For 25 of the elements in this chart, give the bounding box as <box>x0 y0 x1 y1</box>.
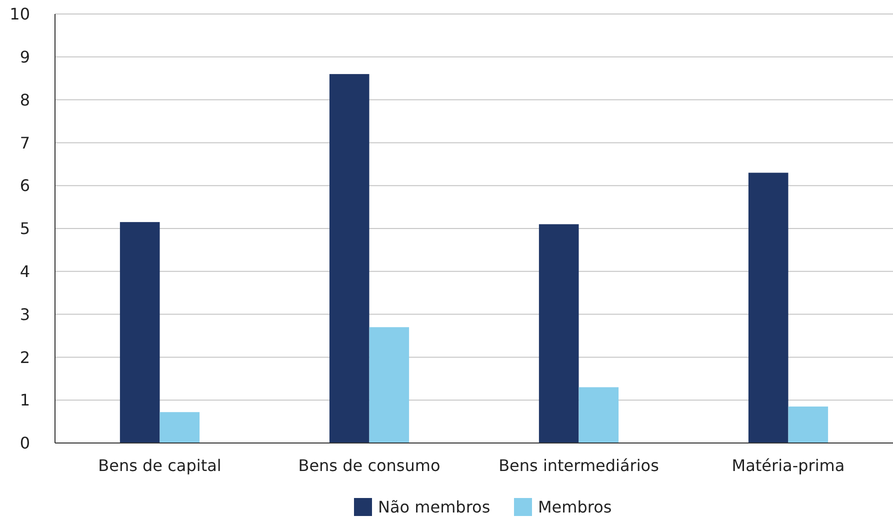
bar <box>538 224 579 443</box>
y-tick-label: 8 <box>20 90 30 110</box>
y-tick-label: 10 <box>10 4 30 24</box>
bar <box>788 406 828 443</box>
bar <box>369 327 410 443</box>
y-tick-label: 2 <box>20 348 30 367</box>
bar <box>578 387 619 443</box>
x-tick-label: Bens de consumo <box>298 456 440 475</box>
y-tick-label: 4 <box>20 262 30 281</box>
x-tick-label: Matéria-prima <box>732 456 845 475</box>
y-tick-label: 9 <box>20 48 30 66</box>
y-tick-label: 5 <box>20 219 30 238</box>
y-tick-label: 6 <box>20 176 30 196</box>
bar <box>748 172 788 443</box>
x-tick-label: Bens de capital <box>98 456 222 475</box>
y-tick-label: 3 <box>20 304 30 324</box>
bar <box>120 222 160 443</box>
y-tick-label: 0 <box>20 434 30 453</box>
y-tick-label: 1 <box>20 390 30 410</box>
legend-label: Não membros <box>378 498 490 517</box>
bar <box>329 74 370 443</box>
legend-label: Membros <box>538 498 612 517</box>
y-tick-label: 7 <box>20 133 30 152</box>
bar <box>160 412 200 443</box>
x-tick-label: Bens intermediários <box>498 456 659 475</box>
